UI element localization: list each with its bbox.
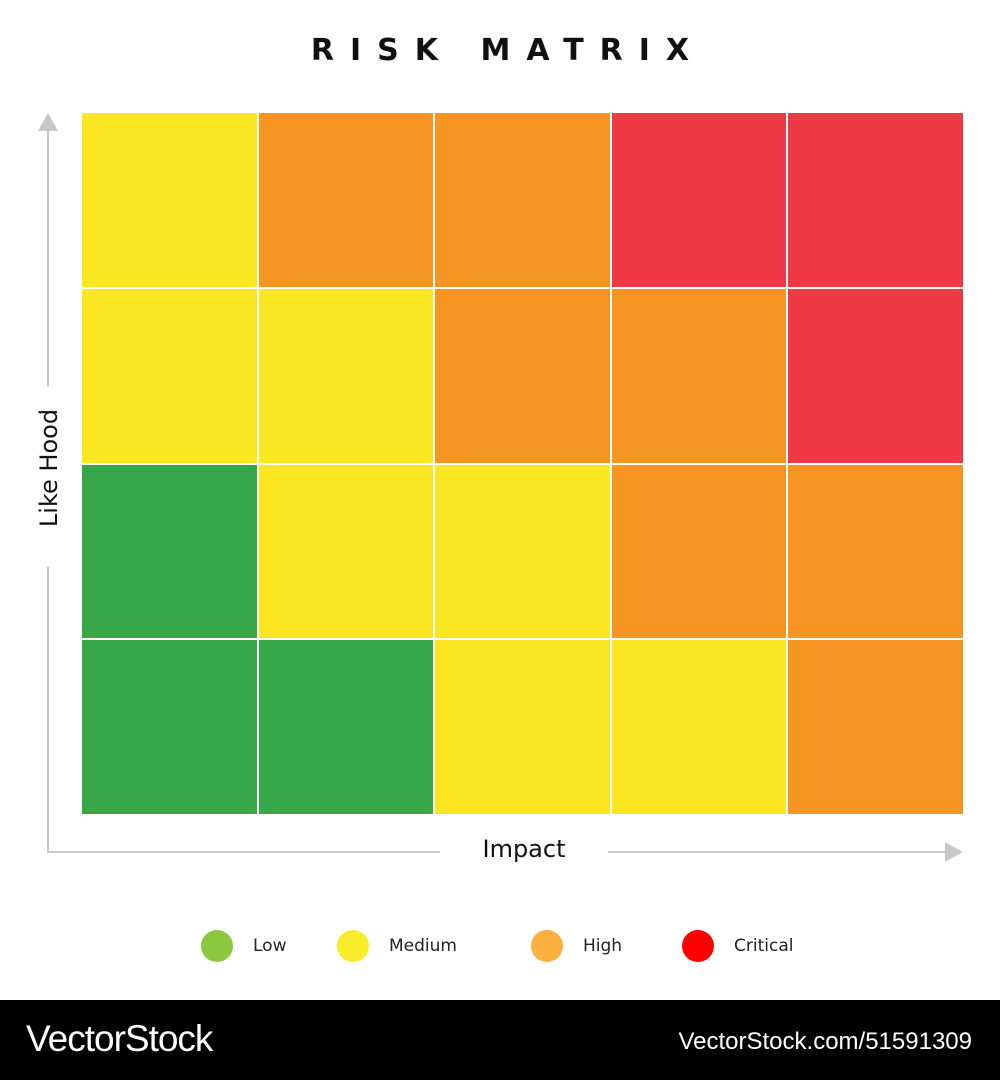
matrix-cell-medium	[611, 640, 787, 814]
legend-item-low: Low	[201, 930, 286, 962]
matrix-cell-critical	[788, 288, 963, 463]
matrix-cell-critical	[788, 113, 963, 287]
matrix-cell-medium	[82, 113, 257, 287]
y-axis-line-bottom	[47, 567, 49, 852]
matrix-cell-high	[258, 113, 434, 287]
footer-image-id: VectorStock.com/51591309	[678, 1028, 972, 1055]
matrix-cell-low	[82, 640, 257, 814]
page-title: RISK MATRIX	[310, 33, 706, 68]
y-axis-label: Like Hood	[35, 408, 63, 528]
legend-label-low: Low	[253, 936, 287, 956]
legend-dot-high	[531, 930, 563, 962]
legend-dot-medium	[337, 930, 369, 962]
x-axis-label: Impact	[482, 835, 566, 863]
matrix-cell-medium	[82, 288, 257, 463]
footer-bar: VectorStock VectorStock.com/51591309	[0, 1000, 1000, 1080]
legend-label-medium: Medium	[389, 936, 457, 956]
y-axis-arrow-icon	[38, 113, 58, 131]
matrix-cell-medium	[258, 464, 434, 639]
y-axis-line-top	[47, 130, 49, 387]
matrix-cell-low	[82, 464, 257, 639]
matrix-cell-high	[788, 640, 963, 814]
x-axis-arrow-icon	[945, 842, 963, 862]
matrix-cell-medium	[258, 288, 434, 463]
matrix-cell-medium	[435, 640, 610, 814]
matrix-cell-high	[435, 288, 610, 463]
legend-label-critical: Critical	[734, 936, 794, 956]
matrix-cell-high	[788, 464, 963, 639]
legend-item-high: High	[531, 930, 622, 962]
footer-brand-logo: VectorStock	[26, 1018, 213, 1059]
risk-matrix-grid	[82, 113, 963, 814]
x-axis-line-left	[47, 851, 440, 853]
x-axis-line-right	[608, 851, 948, 853]
matrix-cell-high	[435, 113, 610, 287]
matrix-cell-critical	[611, 113, 787, 287]
matrix-cell-high	[611, 464, 787, 639]
legend-item-critical: Critical	[682, 930, 793, 962]
legend-label-high: High	[583, 936, 623, 956]
matrix-cell-medium	[435, 464, 610, 639]
legend-dot-low	[201, 930, 233, 962]
legend-item-medium: Medium	[337, 930, 457, 962]
matrix-cell-high	[611, 288, 787, 463]
matrix-cell-low	[258, 640, 434, 814]
legend-dot-critical	[682, 930, 714, 962]
